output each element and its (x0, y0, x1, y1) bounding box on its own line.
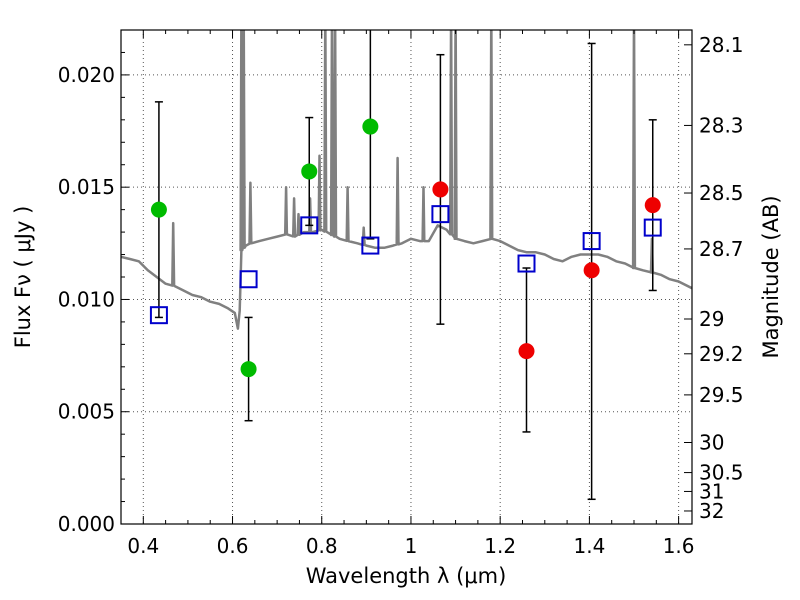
model-square-point (300, 216, 319, 235)
y-tick-label: 0.020 (58, 63, 115, 87)
y-tick-label: 0.015 (58, 175, 115, 199)
model-square-point (361, 236, 380, 255)
x-tick-label: 1.6 (663, 534, 695, 558)
y2-axis-label: Magnitude (AB) (759, 195, 783, 358)
model-square-point (239, 270, 258, 289)
x-axis-label: Wavelength λ (μm) (306, 564, 507, 588)
green-data-point (301, 163, 318, 180)
red-data-point (644, 197, 661, 214)
y2-tick-label: 30.5 (699, 461, 744, 485)
y2-tick-label: 28.3 (699, 113, 744, 137)
model-square-point (431, 205, 450, 224)
red-data-point (518, 343, 535, 360)
x-tick-label: 0.4 (127, 534, 159, 558)
y-tick-label: 0.010 (58, 287, 115, 311)
red-data-point (583, 262, 600, 279)
y2-tick-label: 29.5 (699, 383, 744, 407)
green-data-point (150, 201, 167, 218)
model-square-point (149, 306, 168, 325)
y2-tick-label: 30 (699, 430, 724, 454)
model-square-point (517, 254, 536, 273)
y2-tick-label: 28.5 (699, 181, 744, 205)
y2-tick-label: 28.1 (699, 33, 744, 57)
y-axis-label: Flux Fν ( μJy ) (11, 206, 35, 349)
y2-tick-label: 28.7 (699, 237, 744, 261)
x-tick-label: 0.6 (217, 534, 249, 558)
axes: 0.4 0.6 0.8 1 1.2 1.4 1.6 0.000 0.005 0.010 0.015 0… (58, 30, 744, 558)
x-tick-label: 1.4 (573, 534, 605, 558)
y-tick-label: 0.000 (58, 512, 115, 536)
y2-tick-label: 29 (699, 307, 724, 331)
y2-tick-label: 31 (699, 479, 724, 503)
y-tick-label: 0.005 (58, 400, 115, 424)
spectrum-line (121, 30, 692, 330)
x-tick-label: 1.2 (484, 534, 516, 558)
model-square-point (643, 218, 662, 237)
green-data-point (362, 118, 379, 135)
green-data-point (240, 361, 257, 378)
plot-area (121, 30, 692, 501)
y2-tick-label: 32 (699, 499, 724, 523)
red-data-point (432, 181, 449, 198)
x-tick-label: 0.8 (306, 534, 338, 558)
y2-tick-label: 29.2 (699, 342, 744, 366)
x-tick-label: 1 (405, 534, 418, 558)
model-square-point (582, 232, 601, 251)
